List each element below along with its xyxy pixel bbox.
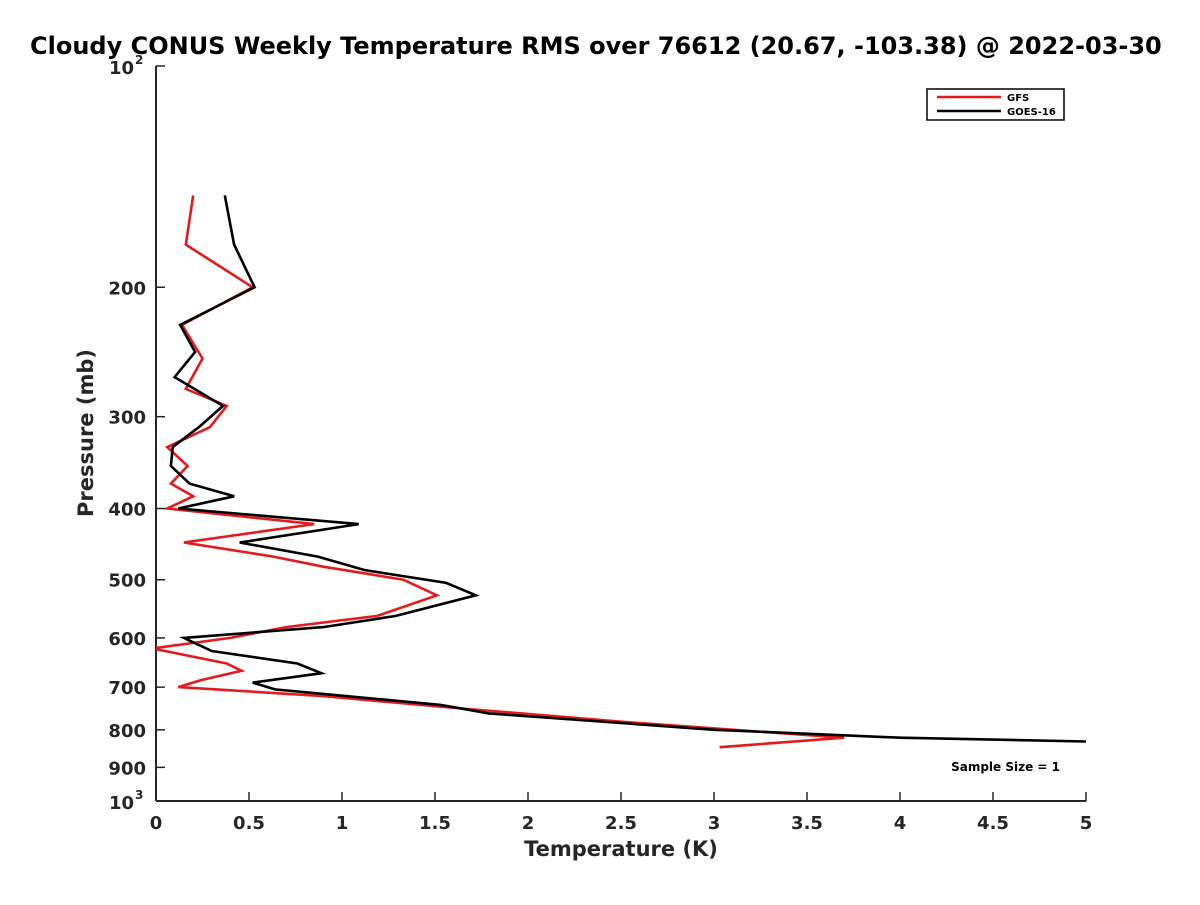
x-tick-label: 2: [522, 813, 535, 834]
series-layer: [156, 195, 1086, 749]
y-tick-label: 10: [109, 58, 134, 79]
series-line-gfs: [156, 195, 845, 749]
x-tick-label: 5: [1080, 813, 1093, 834]
x-tick-label: 4.5: [977, 813, 1009, 834]
legend-label: GOES-16: [1007, 107, 1056, 118]
y-tick-label: 600: [108, 629, 146, 650]
y-tick-label: 10: [109, 793, 134, 814]
y-tick-exponent: 2: [135, 53, 143, 67]
legend: GFS GOES-16: [926, 88, 1065, 121]
x-ticks: 0 0.5 1 1.5 2 2.5 3 3.5 4 4.5 5: [150, 792, 1093, 834]
y-tick-label: 800: [108, 721, 146, 742]
x-tick-label: 4: [894, 813, 907, 834]
x-axis-label: Temperature (K): [524, 837, 718, 861]
y-tick-label: 200: [108, 278, 146, 299]
x-tick-label: 3: [708, 813, 721, 834]
y-tick-label: 700: [108, 678, 146, 699]
series-line-goes-16: [169, 195, 1086, 743]
y-tick-label: 500: [108, 571, 146, 592]
x-tick-label: 0: [150, 813, 163, 834]
y-tick-label: 300: [108, 408, 146, 429]
x-tick-label: 0.5: [233, 813, 265, 834]
legend-box: [926, 88, 1065, 121]
x-tick-label: 3.5: [791, 813, 823, 834]
sample-size-annotation: Sample Size = 1: [951, 760, 1060, 774]
chart-title: Cloudy CONUS Weekly Temperature RMS over…: [30, 32, 1162, 60]
y-tick-label: 900: [108, 758, 146, 779]
x-tick-label: 1.5: [419, 813, 451, 834]
y-tick-exponent: 3: [135, 788, 143, 802]
x-tick-label: 1: [336, 813, 349, 834]
legend-label: GFS: [1007, 93, 1029, 104]
y-tick-label: 400: [108, 500, 146, 521]
x-tick-label: 2.5: [605, 813, 637, 834]
y-axis-label: Pressure (mb): [74, 349, 98, 517]
